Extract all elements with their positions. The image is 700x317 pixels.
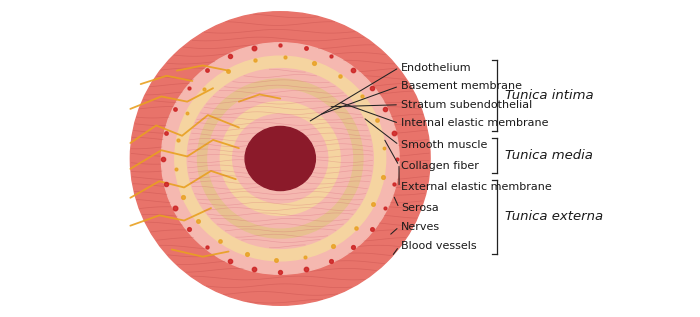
Text: Internal elastic membrane: Internal elastic membrane (401, 118, 549, 128)
Text: Tunica media: Tunica media (505, 149, 592, 162)
Ellipse shape (232, 114, 328, 203)
Ellipse shape (175, 56, 386, 261)
Text: Tunica intima: Tunica intima (505, 89, 593, 102)
Ellipse shape (220, 102, 340, 215)
Text: Endothelium: Endothelium (401, 62, 472, 73)
Ellipse shape (162, 43, 399, 274)
Text: Serosa: Serosa (401, 203, 439, 213)
Ellipse shape (187, 68, 373, 249)
Text: Nerves: Nerves (401, 222, 440, 232)
Text: Stratum subendothelial: Stratum subendothelial (401, 100, 533, 110)
Text: Basement membrane: Basement membrane (401, 81, 522, 91)
Ellipse shape (130, 12, 430, 305)
Ellipse shape (197, 79, 363, 238)
Text: External elastic membrane: External elastic membrane (401, 183, 552, 192)
Ellipse shape (208, 89, 353, 228)
Text: Tunica externa: Tunica externa (505, 210, 603, 223)
Text: Blood vessels: Blood vessels (401, 241, 477, 251)
Text: Smooth muscle: Smooth muscle (401, 140, 487, 150)
Text: Collagen fiber: Collagen fiber (401, 161, 479, 171)
Ellipse shape (245, 126, 316, 191)
